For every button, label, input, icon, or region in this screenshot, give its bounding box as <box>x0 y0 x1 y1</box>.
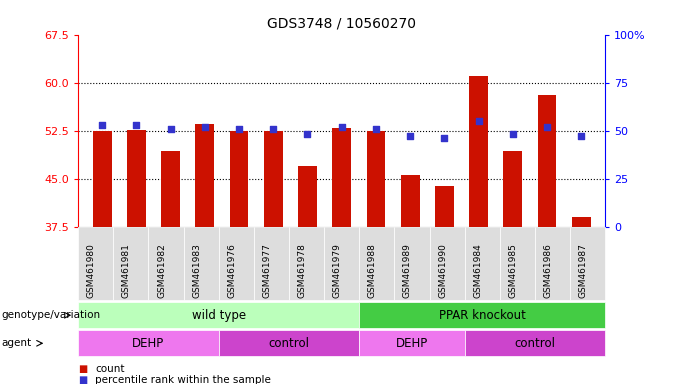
Bar <box>92 131 112 227</box>
Text: PPAR knockout: PPAR knockout <box>439 309 526 322</box>
Point <box>541 124 552 130</box>
Point <box>371 126 381 132</box>
Text: GSM461988: GSM461988 <box>368 243 377 298</box>
Title: GDS3748 / 10560270: GDS3748 / 10560270 <box>267 17 416 31</box>
Text: GSM461990: GSM461990 <box>438 243 447 298</box>
Text: ■: ■ <box>78 375 88 384</box>
Point <box>165 126 176 132</box>
Bar <box>503 151 522 227</box>
Bar <box>333 128 351 227</box>
Bar <box>127 130 146 227</box>
Text: GSM461982: GSM461982 <box>157 243 166 298</box>
Text: GSM461989: GSM461989 <box>403 243 412 298</box>
Point <box>131 122 142 128</box>
Text: ■: ■ <box>78 364 88 374</box>
Text: GSM461979: GSM461979 <box>333 243 342 298</box>
Text: percentile rank within the sample: percentile rank within the sample <box>95 375 271 384</box>
Point <box>268 126 279 132</box>
Point <box>302 131 313 137</box>
Point <box>97 122 107 128</box>
Text: DEHP: DEHP <box>133 337 165 350</box>
Point <box>576 133 587 139</box>
Bar <box>298 166 317 227</box>
Bar <box>230 131 248 227</box>
Text: genotype/variation: genotype/variation <box>1 310 101 320</box>
Point <box>234 126 245 132</box>
Point <box>337 124 347 130</box>
Point <box>439 135 449 141</box>
Text: GSM461976: GSM461976 <box>227 243 237 298</box>
Point <box>199 124 210 130</box>
Bar <box>401 175 420 227</box>
Bar <box>435 186 454 227</box>
Point <box>507 131 518 137</box>
Text: wild type: wild type <box>192 309 245 322</box>
Text: GSM461981: GSM461981 <box>122 243 131 298</box>
Text: count: count <box>95 364 124 374</box>
Text: control: control <box>269 337 309 350</box>
Text: GSM461985: GSM461985 <box>509 243 517 298</box>
Text: GSM461987: GSM461987 <box>579 243 588 298</box>
Text: GSM461978: GSM461978 <box>298 243 307 298</box>
Bar <box>538 95 556 227</box>
Text: GSM461980: GSM461980 <box>87 243 96 298</box>
Point <box>473 118 484 124</box>
Text: GSM461983: GSM461983 <box>192 243 201 298</box>
Text: control: control <box>515 337 556 350</box>
Text: GSM461977: GSM461977 <box>262 243 271 298</box>
Bar <box>161 151 180 227</box>
Bar <box>367 131 386 227</box>
Point <box>405 133 415 139</box>
Bar <box>264 131 283 227</box>
Text: GSM461986: GSM461986 <box>543 243 552 298</box>
Bar <box>195 124 214 227</box>
Text: DEHP: DEHP <box>396 337 428 350</box>
Bar <box>469 76 488 227</box>
Bar <box>572 217 591 227</box>
Text: GSM461984: GSM461984 <box>473 243 482 298</box>
Text: agent: agent <box>1 338 31 348</box>
